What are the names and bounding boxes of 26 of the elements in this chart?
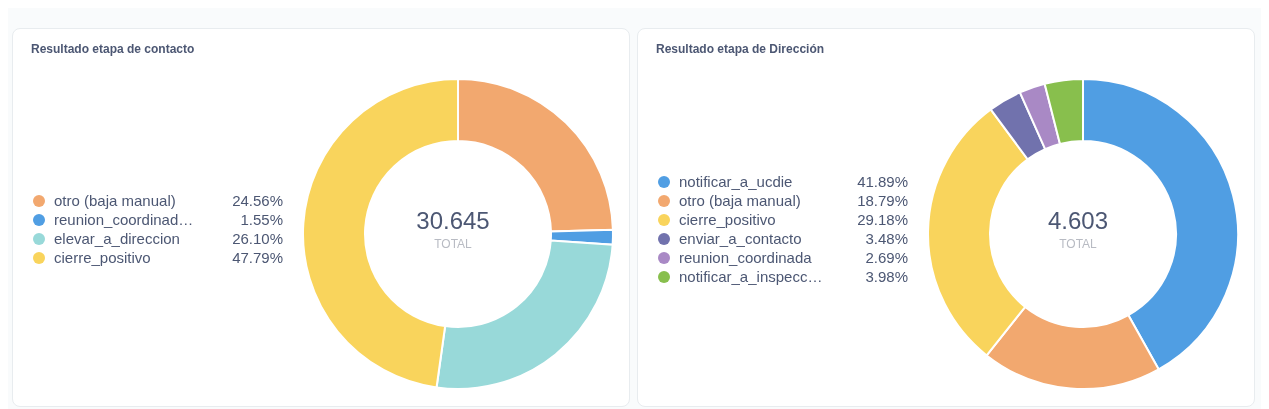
legend-label: cierre_positivo	[679, 211, 777, 228]
legend-label: otro (baja manual)	[54, 192, 177, 209]
legend-label: otro (baja manual)	[679, 192, 802, 209]
legend-label: cierre_positivo	[54, 249, 152, 266]
text: 4.603	[1046, 207, 1110, 235]
legend-label: reunion_coordinada	[679, 249, 813, 266]
text: 30.645	[415, 207, 491, 235]
data-label: 1.55%	[240, 211, 283, 228]
data-label: 29.18%	[857, 211, 908, 228]
data-label: 26.10%	[232, 230, 283, 247]
legend-label: reunion_coordinad…	[54, 211, 195, 228]
data-label: 3.98%	[865, 268, 908, 285]
data-label: 18.79%	[857, 192, 908, 209]
legend-label: enviar_a_contacto	[679, 230, 803, 247]
data-label: 47.79%	[232, 249, 283, 266]
data-label: 24.56%	[232, 192, 283, 209]
data-label: 41.89%	[857, 173, 908, 190]
data-label: 2.69%	[865, 249, 908, 266]
data-label: 3.48%	[865, 230, 908, 247]
chart-title: Resultado etapa de contacto	[31, 42, 195, 56]
chart-title: Resultado etapa de Dirección	[656, 42, 825, 56]
text: TOTAL	[1058, 237, 1098, 251]
text: TOTAL	[433, 237, 473, 251]
legend-label: notificar_a_ucdie	[679, 173, 794, 190]
legend-label: elevar_a_direccion	[54, 230, 181, 247]
legend-label: notificar_a_inspecc…	[679, 268, 824, 285]
